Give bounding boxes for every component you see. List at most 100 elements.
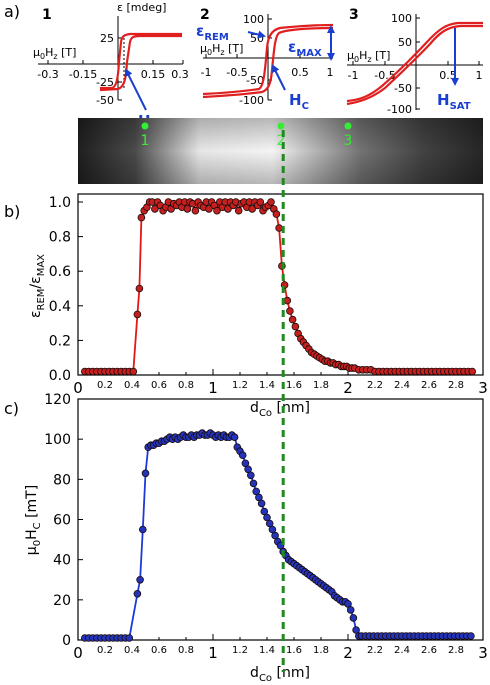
chart-c-y-tick-labels: 0 20 40 60 80 100 120 — [44, 392, 71, 649]
y-tick-label: 0.0 — [49, 368, 71, 384]
data-point — [283, 296, 292, 305]
x-tick-label: 0.2 — [97, 380, 113, 391]
chart-b-y-tick-labels: 0.0 0.2 0.4 0.6 0.8 1.0 — [49, 195, 71, 384]
chart-c-frame — [77, 398, 484, 641]
loop-2-max-arrowhead-bottom — [327, 53, 335, 61]
x-tick-label: 2.2 — [367, 380, 383, 391]
loop-2-curve — [202, 23, 334, 99]
y-tick-label: 0.8 — [49, 230, 71, 246]
strip-marker-2-dot — [277, 122, 285, 130]
x-tick-label: 2.8 — [448, 380, 464, 391]
chart-c-x-tick-labels: 0 0.2 0.4 0.6 0.8 1 1.2 1.4 1.6 1.8 2 2.2 2.4 2.6 2.8 3 — [73, 644, 488, 662]
loop-1-y-label: ε [mdeg] — [117, 1, 166, 14]
data-point — [238, 451, 247, 460]
y-tick-label: 0.2 — [49, 333, 71, 349]
x-tick-label: 2 — [343, 644, 353, 662]
data-point — [137, 213, 146, 222]
loop-1-ytick-m50: -50 — [96, 94, 114, 107]
data-point — [468, 367, 477, 376]
loop-1-number: 1 — [42, 7, 52, 23]
loop-2-annotation-erem: εREM — [196, 22, 229, 43]
chart-b-y-label: εREM/εMAX — [28, 254, 47, 318]
x-tick-label: 2.8 — [448, 645, 464, 656]
y-tick-label: 100 — [44, 432, 71, 448]
x-tick-label: 1.4 — [259, 380, 275, 391]
data-point — [288, 315, 297, 324]
x-tick-label: 1 — [208, 644, 218, 662]
loop-2-ytick-m100: -100 — [239, 94, 264, 107]
data-point — [249, 479, 258, 488]
strip-marker-1-label: 1 — [141, 133, 150, 149]
data-point — [205, 205, 213, 213]
x-tick-label: 1.2 — [232, 380, 248, 391]
strip-marker-3-label: 3 — [344, 133, 353, 149]
x-tick-label: 2 — [343, 379, 353, 397]
data-point — [256, 198, 265, 206]
y-tick-label: 0.4 — [49, 299, 71, 315]
x-tick-label: 2.6 — [421, 380, 437, 391]
x-tick-label: 2.4 — [394, 645, 410, 656]
strip-marker-2-label: 2 — [277, 133, 286, 149]
x-tick-label: 1.2 — [232, 645, 248, 656]
loop-3-xtick-1: 1 — [476, 69, 483, 82]
hysteresis-loop-3: 3 100 50 -50 -100 μ0Hz [T] -1 -0.5 0.5 1… — [346, 7, 483, 116]
loop-3-ytick-m100: -100 — [387, 103, 412, 116]
data-point — [248, 205, 257, 213]
y-tick-label: 0.6 — [49, 264, 71, 280]
x-tick-label: 0.2 — [97, 645, 113, 656]
x-tick-label: 3 — [478, 379, 488, 397]
y-tick-label: 0 — [62, 633, 71, 649]
strip-marker-1-dot — [141, 122, 149, 130]
data-point — [346, 606, 355, 614]
loop-2-x-label: μ0Hz [T] — [200, 42, 243, 57]
data-point — [272, 210, 281, 218]
loop-3-ytick-50: 50 — [398, 36, 412, 49]
sample-image-strip: 1 2 3 — [78, 118, 483, 184]
y-tick-label: 80 — [53, 472, 71, 488]
x-tick-label: 1.8 — [313, 645, 329, 656]
loop-1-xtick-03: 0.3 — [171, 68, 189, 81]
data-point — [125, 634, 134, 642]
data-point — [151, 205, 159, 213]
data-point — [139, 525, 147, 534]
loop-2-rem-arrow — [247, 30, 266, 39]
loop-1-ytick-25: 25 — [100, 32, 114, 45]
loop-1-x-label: μ0Hz [T] — [33, 46, 76, 61]
x-tick-label: 1.8 — [313, 380, 329, 391]
x-tick-label: 0.4 — [124, 645, 140, 656]
loop-1-arrow — [125, 68, 147, 111]
x-tick-label: 2.6 — [421, 645, 437, 656]
loop-1-xtick-m03: -0.3 — [37, 68, 58, 81]
x-tick-label: 1.6 — [286, 380, 302, 391]
chart-c-x-label: dCo [nm] — [250, 665, 310, 684]
data-point — [141, 469, 150, 478]
data-point — [247, 471, 255, 480]
data-point — [349, 614, 358, 622]
data-point — [267, 198, 275, 206]
data-point — [286, 307, 294, 315]
x-tick-label: 0.6 — [151, 380, 167, 391]
loop-1-xtick-m015: -0.15 — [69, 68, 97, 81]
data-point — [291, 322, 300, 331]
loop-3-x-label: μ0Hz [T] — [347, 49, 390, 64]
x-tick-label: 3 — [478, 644, 488, 662]
chart-c-ticks — [77, 398, 484, 641]
hysteresis-loop-1: 1 ε [mdeg] 25 -25 -50 μ0Hz [T] -0.3 -0.1… — [33, 1, 189, 133]
x-tick-label: 2.2 — [367, 645, 383, 656]
loop-2-ytick-m50: -50 — [246, 74, 264, 87]
loop-3-ytick-m50: -50 — [394, 82, 412, 95]
chart-c-points — [81, 429, 475, 642]
loop-1-xtick-015: 0.15 — [141, 68, 166, 81]
panel-label-a: a) — [4, 2, 20, 21]
x-tick-label: 0.8 — [178, 645, 194, 656]
x-tick-label: 0.8 — [178, 380, 194, 391]
loop-3-curve — [346, 21, 483, 106]
y-tick-label: 60 — [53, 513, 71, 529]
loop-2-annotation-hc: HC — [289, 91, 309, 112]
loop-2-number: 2 — [200, 7, 210, 23]
data-point — [224, 205, 232, 213]
data-point — [257, 499, 266, 508]
loop-2-xtick-m05: -0.5 — [226, 66, 247, 79]
panel-label-b: b) — [4, 202, 20, 221]
